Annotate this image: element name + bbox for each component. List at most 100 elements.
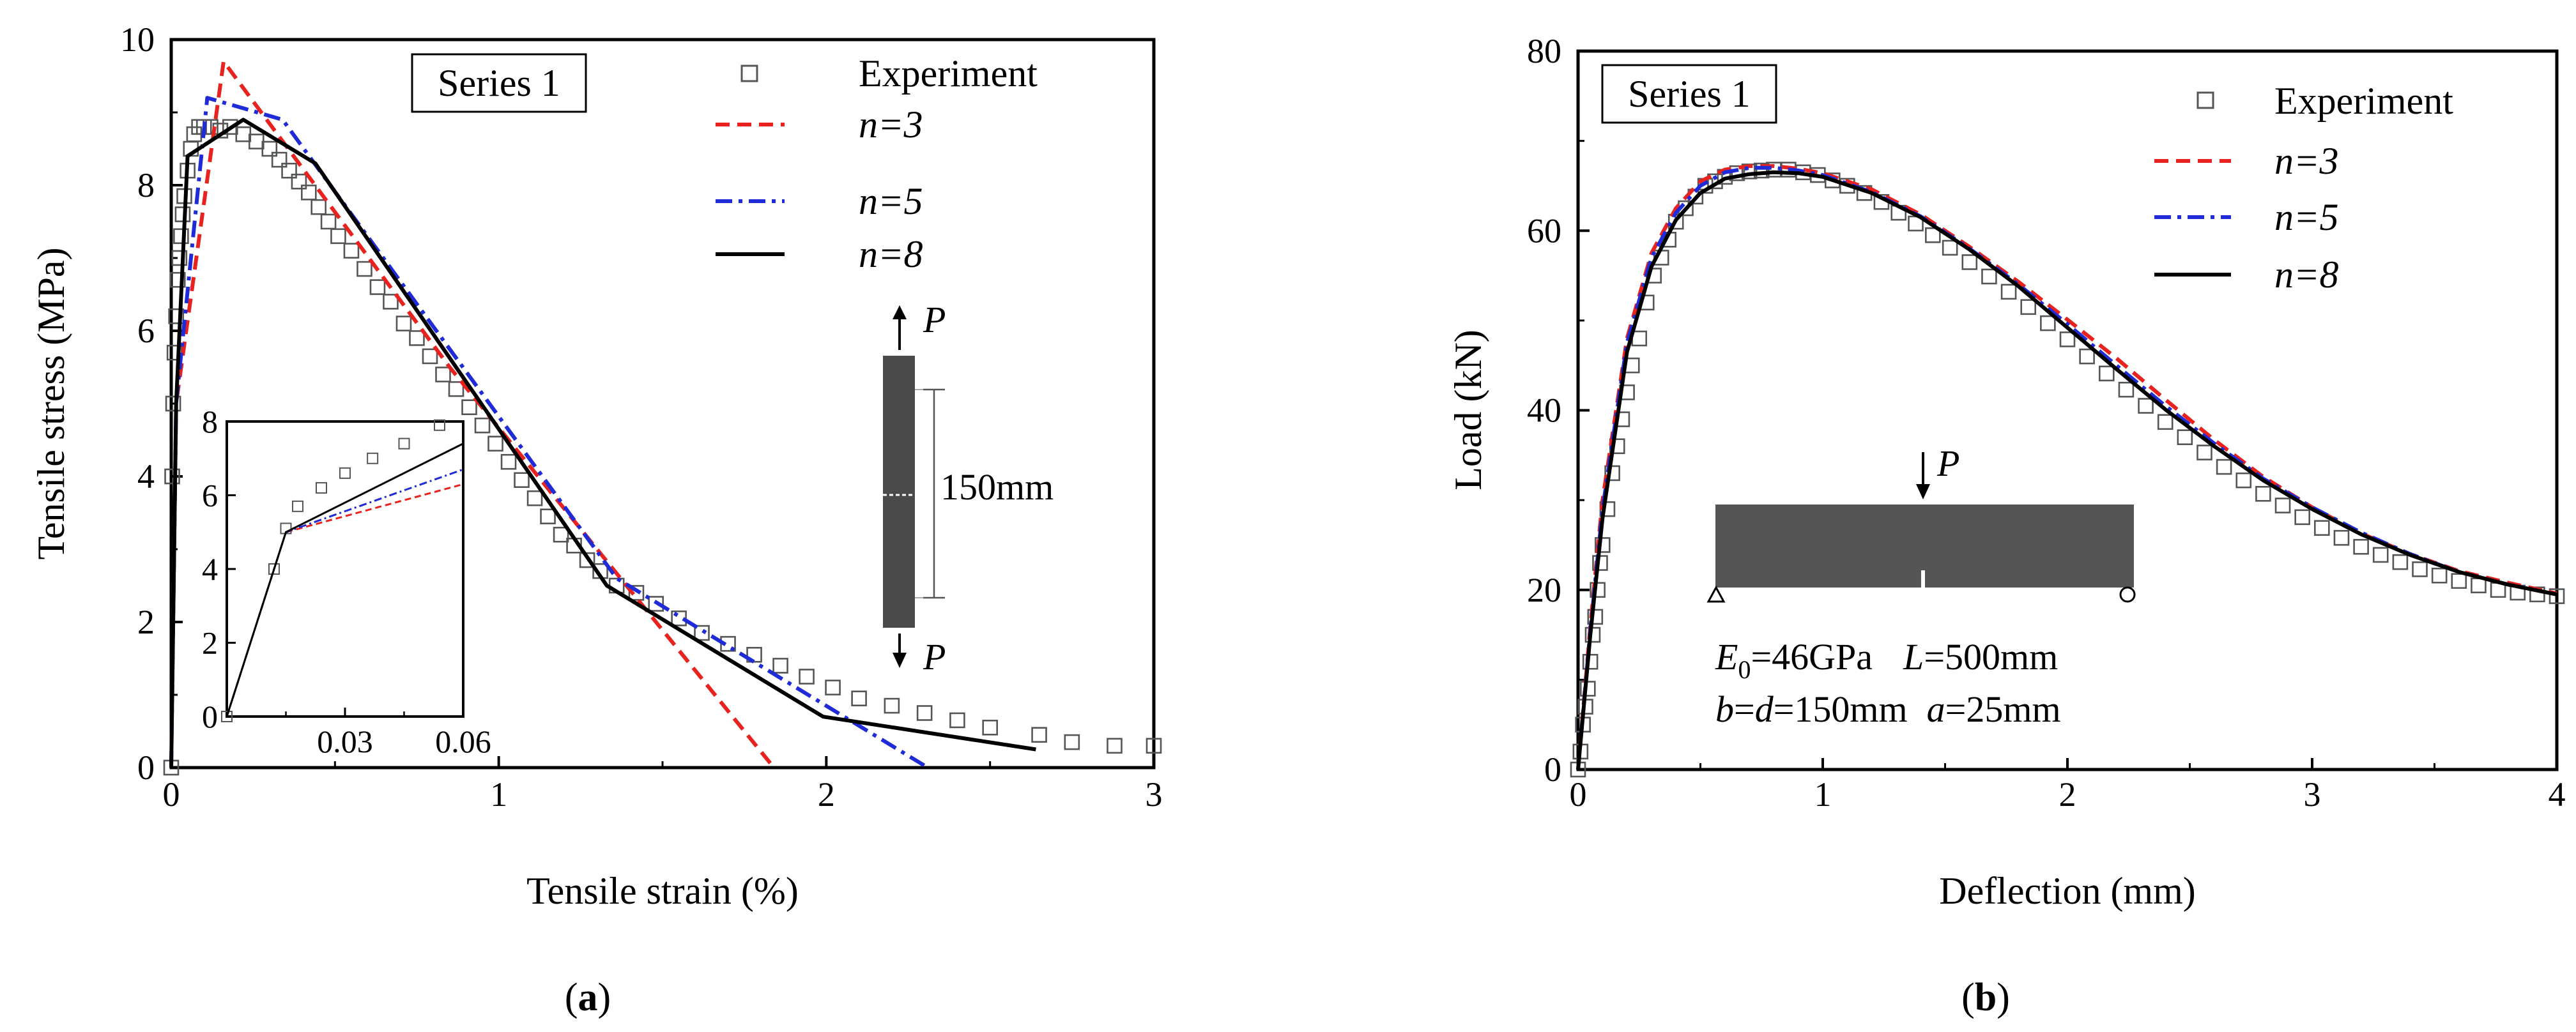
- experiment-point-a: [553, 526, 569, 543]
- y-tick-label-a: 8: [137, 166, 155, 204]
- x-tick-label-a: 2: [818, 775, 835, 814]
- experiment-point-b: [2157, 414, 2174, 430]
- experiment-point-b: [2177, 429, 2193, 445]
- y-tick-label-a: 6: [137, 312, 155, 350]
- inset-series-line-n8: [226, 443, 464, 717]
- experiment-point-a: [356, 261, 372, 277]
- experiment-point-a: [825, 679, 841, 695]
- inset-experiment-point: [268, 563, 280, 575]
- experiment-point-b: [2353, 538, 2369, 555]
- experiment-point-b: [2471, 577, 2487, 594]
- experiment-point-a: [165, 395, 181, 412]
- series-line-n3-b: [1576, 164, 2557, 770]
- experiment-point-a: [171, 250, 188, 266]
- y-tick-label-a: 10: [120, 20, 155, 59]
- experiment-point-a: [799, 669, 815, 685]
- experiment-point-b: [2020, 299, 2037, 315]
- series-box-frame-b: [1601, 64, 1777, 124]
- experiment-point-b: [2118, 381, 2135, 398]
- experiment-point-a: [271, 151, 288, 168]
- experiment-point-a: [746, 646, 762, 663]
- experiment-point-a: [1064, 734, 1080, 750]
- series-box-frame-a: [411, 53, 587, 113]
- experiment-point-a: [916, 705, 933, 721]
- inset-y-tick-label: 4: [202, 551, 218, 587]
- legend-a-label-n5: n=5: [859, 180, 923, 222]
- experiment-point-a: [474, 417, 491, 434]
- ticks-a: 0 1 2 3 0 2 4 6 8 10: [120, 20, 1163, 814]
- panel-a: 0 1 2 3 0 2 4 6 8 10 Tensile strain (%) Tensile s…: [30, 20, 1163, 1019]
- specimen-bottom-load-label: P: [923, 636, 946, 678]
- legend-a-label-n8: n=8: [859, 233, 923, 275]
- legend-b-label-n5: n=5: [2274, 196, 2339, 238]
- experiment-point-a: [461, 399, 477, 416]
- y-tick-label-b: 80: [1527, 32, 1561, 70]
- experiment-point-a: [884, 697, 900, 714]
- y-tick-label-b: 20: [1527, 571, 1561, 609]
- experiment-point-a: [173, 228, 189, 245]
- specimen-top-arrowhead: [893, 305, 907, 319]
- series-a: [163, 59, 1162, 776]
- experiment-point-a: [540, 508, 556, 525]
- beam-props-line-2: b=d=150mm a=25mm: [1715, 688, 2061, 730]
- x-tick-label-b: 0: [1570, 775, 1587, 814]
- series-box-label-b: Series 1: [1628, 73, 1751, 115]
- series-line-n8-a: [169, 118, 1036, 768]
- legend-a-label-experiment: Experiment: [859, 52, 1038, 95]
- experiment-point-a: [301, 185, 317, 201]
- y-axis-title-a: Tensile stress (MPa): [30, 247, 72, 559]
- experiment-point-a: [369, 279, 386, 295]
- specimen-bar: [883, 356, 915, 628]
- experiment-point-a: [526, 490, 543, 506]
- x-tick-label-a: 1: [490, 775, 507, 814]
- y-axis-title-b: Load (kN): [1447, 330, 1489, 490]
- y-tick-label-a: 4: [137, 457, 155, 496]
- experiment-point-b: [2000, 284, 2017, 300]
- experiment-point-a: [169, 271, 186, 288]
- inset-experiment-point: [367, 452, 379, 464]
- inset-frame-a: [226, 420, 464, 718]
- beam-load-label: P: [1936, 443, 1959, 484]
- experiment-point-a: [383, 294, 399, 310]
- experiment-point-a: [500, 453, 517, 470]
- section-value: =150mm: [1774, 688, 1908, 730]
- experiment-point-b: [2059, 331, 2076, 347]
- experiment-point-a: [261, 140, 278, 157]
- experiment-point-a: [628, 585, 645, 601]
- experiment-point-b: [1587, 609, 1604, 625]
- experiment-point-a: [1146, 738, 1162, 754]
- legend-b: Experiment n=3 n=5 n=8: [2154, 80, 2453, 296]
- experiment-point-b: [2451, 573, 2467, 589]
- beam-pin-support: [1706, 585, 1726, 603]
- experiment-point-b: [2274, 497, 2291, 513]
- depth-symbol: d: [1755, 688, 1774, 730]
- experiment-point-a: [320, 213, 337, 230]
- experiment-point-a: [1031, 727, 1047, 743]
- x-tick-label-b: 4: [2549, 775, 2566, 814]
- experiment-point-a: [174, 206, 191, 222]
- legend-b-label-experiment: Experiment: [2274, 80, 2453, 122]
- x-axis-title-a: Tensile strain (%): [526, 870, 799, 912]
- panel-letter-a: a: [578, 976, 598, 1019]
- experiment-point-b: [1961, 254, 1978, 270]
- width-symbol: b: [1715, 688, 1734, 730]
- experiment-point-a: [168, 308, 184, 324]
- inset-y-tick-label: 0: [202, 699, 218, 734]
- experiment-point-b: [2040, 315, 2056, 331]
- experiment-point-a: [235, 126, 252, 142]
- beam-load-arrowhead: [1916, 484, 1930, 499]
- experiment-point-a: [330, 228, 346, 245]
- inset-series-a: [221, 419, 464, 722]
- experiment-point-b: [2235, 472, 2252, 489]
- length-symbol: L: [1903, 636, 1924, 678]
- experiment-point-a: [982, 720, 998, 736]
- experiment-point-b: [1604, 465, 1620, 482]
- legend-a-marker-experiment: [740, 64, 758, 82]
- panel-letter-b: b: [1975, 976, 1997, 1019]
- experiment-point-a: [1107, 738, 1123, 754]
- legend-a: Experiment n=3 n=5 n=8: [716, 52, 1038, 275]
- specimen-bottom-arrowhead: [893, 653, 907, 668]
- experiment-point-b: [2079, 348, 2095, 365]
